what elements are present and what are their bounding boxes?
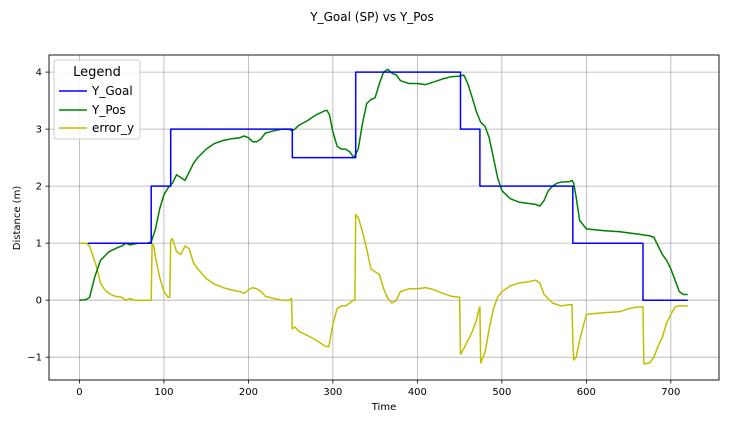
- series-line-y-pos: [79, 68, 688, 301]
- x-tick-label: 600: [577, 387, 596, 398]
- legend-label-error-y: error_y: [92, 121, 134, 135]
- y-tick-label: 2: [36, 182, 42, 193]
- y-tick-label: 4: [36, 68, 42, 79]
- x-tick-label: 700: [661, 387, 680, 398]
- y-tick-label: 3: [36, 125, 42, 136]
- y-tick-label: 0: [36, 296, 42, 307]
- x-tick-label: 500: [492, 387, 511, 398]
- series-lines: [79, 68, 688, 365]
- y-tick-label: 1: [36, 239, 42, 250]
- x-tick-label: 300: [323, 387, 342, 398]
- series-line-error-y: [79, 213, 688, 365]
- legend-label-y-goal: Y_Goal: [91, 84, 133, 98]
- legend-box: [53, 59, 141, 140]
- chart-title: Y_Goal (SP) vs Y_Pos: [309, 10, 433, 24]
- x-tick-label: 400: [408, 387, 427, 398]
- legend-label-y-pos: Y_Pos: [91, 103, 126, 117]
- axis-ticks: 0 100 200 300 400 500 600 700 −1 0 1 2 3 4: [27, 68, 680, 398]
- x-tick-label: 100: [154, 387, 173, 398]
- x-tick-label: 0: [76, 387, 82, 398]
- x-tick-label: 200: [239, 387, 258, 398]
- y-axis-title: Distance (m): [12, 186, 23, 251]
- y-tick-label: −1: [27, 353, 42, 364]
- series-line-y-goal: [87, 71, 688, 301]
- plot-area-frame: [48, 54, 720, 381]
- x-axis-title: Time: [371, 402, 396, 413]
- legend: Legend Y_Goal Y_Pos error_y: [53, 59, 141, 140]
- legend-title: Legend: [73, 65, 121, 80]
